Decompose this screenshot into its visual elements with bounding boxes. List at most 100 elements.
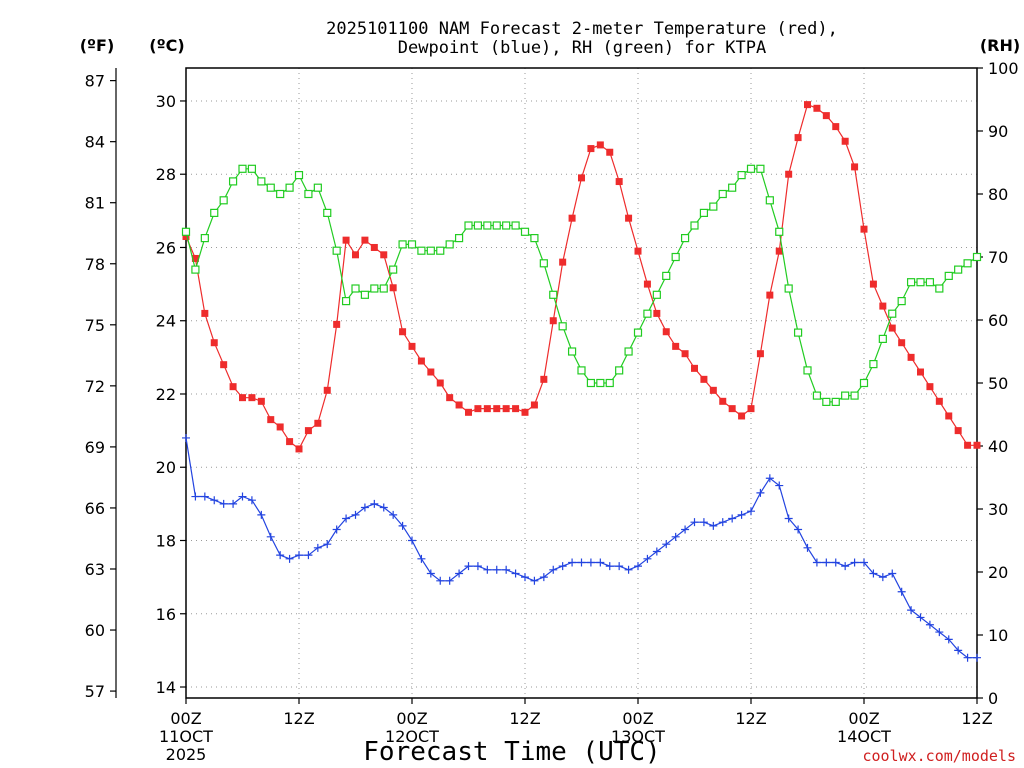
c-tick-label: 30 <box>156 92 176 111</box>
dewpoint-point <box>605 562 614 571</box>
dewpoint-point <box>200 492 209 501</box>
dewpoint-point <box>558 562 567 571</box>
dewpoint-point <box>445 576 454 585</box>
rh-tick-label: 80 <box>988 185 1008 204</box>
temperature-point <box>851 163 859 171</box>
rh-point <box>577 366 586 375</box>
dewpoint-point <box>652 547 661 556</box>
rh-point <box>897 297 906 306</box>
dewpoint-point <box>238 492 247 501</box>
dewpoint-point <box>822 558 831 567</box>
temperature-point <box>935 397 943 405</box>
temperature-point <box>286 438 294 446</box>
dewpoint-point <box>266 532 275 541</box>
rh-point <box>473 221 483 230</box>
dewpoint-point <box>831 558 840 567</box>
x-tick-label: 12Z <box>735 709 766 728</box>
dewpoint-point <box>747 507 755 516</box>
dewpoint-point <box>521 573 529 582</box>
dewpoint-point <box>869 569 878 578</box>
rh-point <box>426 246 435 255</box>
f-tick-label: 72 <box>85 377 105 396</box>
temperature-point <box>370 243 378 251</box>
temperature-point <box>775 247 783 255</box>
x-tick-year: 2025 <box>166 745 207 764</box>
dewpoint-point <box>916 613 925 622</box>
rh-point <box>445 240 454 249</box>
temperature-point <box>869 280 877 288</box>
temperature-point <box>945 412 953 420</box>
dewpoint-point <box>408 536 416 545</box>
temperature-point <box>333 320 341 328</box>
dewpoint-point <box>699 518 708 527</box>
x-tick-date: 13OCT <box>611 727 665 746</box>
rh-point <box>492 221 501 230</box>
series-rh <box>181 164 982 406</box>
rh-point <box>549 290 558 299</box>
temperature-point <box>917 368 924 376</box>
rh-point <box>972 252 982 262</box>
rh-point <box>567 347 577 356</box>
rh-point <box>944 271 953 280</box>
temperature-point <box>436 379 444 387</box>
temperature-point <box>257 397 265 405</box>
f-tick-label: 81 <box>85 194 105 213</box>
rh-point <box>586 378 596 388</box>
rh-point <box>502 221 511 230</box>
dewpoint-point <box>502 565 511 574</box>
rh-point <box>389 265 398 274</box>
temperature-point <box>267 416 275 424</box>
rh-point <box>850 391 859 400</box>
dewpoint-point <box>596 558 605 567</box>
rh-point <box>765 196 774 205</box>
dewpoint-point <box>568 558 577 567</box>
rh-point <box>539 259 548 268</box>
rh-point <box>454 234 464 243</box>
temperature-point <box>493 405 501 413</box>
temperature-point <box>182 232 190 240</box>
rh-point <box>841 391 850 400</box>
c-tick-label: 14 <box>156 678 176 697</box>
temperature-point <box>672 342 680 350</box>
dewpoint-point <box>483 565 492 574</box>
dewpoint-point <box>370 499 379 508</box>
dewpoint-point <box>511 569 520 578</box>
dewpoint-point <box>803 543 812 552</box>
dewpoint-point <box>182 433 190 442</box>
f-tick-label: 75 <box>85 316 105 335</box>
rh-axis: 0 10 20 30 40 50 60 70 80 90 100 <box>977 59 1019 708</box>
dewpoint-point <box>925 620 934 629</box>
temperature-point <box>832 123 840 131</box>
series-line <box>185 437 977 659</box>
temperature-point <box>860 225 868 233</box>
temperature-point <box>681 350 689 358</box>
dewpoint-point <box>907 606 916 615</box>
dewpoint-point <box>841 562 850 571</box>
rh-point <box>699 208 709 217</box>
dewpoint-point <box>530 576 539 585</box>
rh-tick-label: 40 <box>988 437 1008 456</box>
dewpoint-point <box>963 653 972 662</box>
dewpoint-point <box>464 562 473 571</box>
dewpoint-point <box>765 474 774 483</box>
rh-tick-label: 100 <box>988 59 1019 78</box>
temperature-point <box>964 441 972 449</box>
temperature-point <box>634 247 642 255</box>
temperature-point <box>662 328 670 336</box>
rh-point <box>398 240 407 249</box>
dewpoint-point <box>775 481 784 490</box>
temperature-point <box>465 408 472 416</box>
f-tick-label: 87 <box>85 72 105 91</box>
temperature-point <box>483 405 491 413</box>
dewpoint-point <box>944 635 953 644</box>
c-tick-label: 16 <box>156 605 176 624</box>
dewpoint-point <box>888 569 897 578</box>
temperature-point <box>596 141 604 149</box>
x-axis-label: Forecast Time (UTC) <box>363 737 660 767</box>
dewpoint-point <box>219 499 228 508</box>
rh-point <box>690 221 699 230</box>
dewpoint-point <box>539 573 548 582</box>
temperature-point <box>248 394 256 402</box>
